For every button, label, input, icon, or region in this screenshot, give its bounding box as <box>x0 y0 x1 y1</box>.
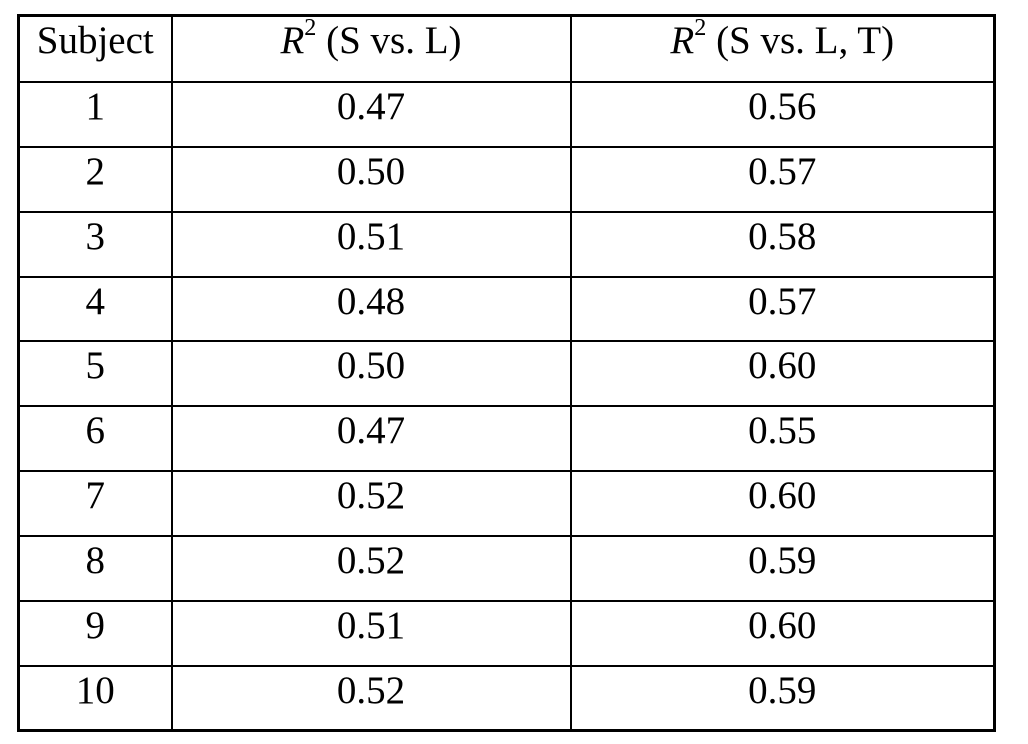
math-variable-r: R <box>670 19 695 62</box>
subject-cell: 8 <box>17 534 173 602</box>
subject-cell: 9 <box>17 599 173 667</box>
subject-cell: 4 <box>17 275 173 343</box>
table-row: 5 0.50 0.60 <box>17 340 996 408</box>
subject-cell: 5 <box>17 340 173 408</box>
subject-cell: 3 <box>17 210 173 278</box>
table-header-row: Subject R2 (S vs. L) R2 (S vs. L, T) <box>17 14 996 83</box>
r2-s-l-cell: 0.47 <box>170 405 572 473</box>
r2-s-l-t-cell: 0.60 <box>569 340 996 408</box>
column-header-r2-s-vs-l-text: (S vs. L) <box>316 19 462 62</box>
r2-s-l-cell: 0.50 <box>170 145 572 213</box>
r2-s-l-t-cell: 0.59 <box>569 534 996 602</box>
math-variable-r: R <box>280 19 305 62</box>
r2-s-l-t-cell: 0.58 <box>569 210 996 278</box>
r2-s-l-cell: 0.52 <box>170 534 572 602</box>
r2-s-l-cell: 0.52 <box>170 664 572 732</box>
table-row: 6 0.47 0.55 <box>17 405 996 473</box>
r2-s-l-cell: 0.50 <box>170 340 572 408</box>
column-header-r2-s-vs-l-t-text: (S vs. L, T) <box>706 19 895 62</box>
subject-cell: 1 <box>17 81 173 148</box>
table-row: 10 0.52 0.59 <box>17 664 996 732</box>
r-squared-results-table: Subject R2 (S vs. L) R2 (S vs. L, T) 1 0… <box>17 14 996 733</box>
table-row: 8 0.52 0.59 <box>17 534 996 602</box>
table-row: 9 0.51 0.60 <box>17 599 996 667</box>
r2-s-l-t-cell: 0.56 <box>569 81 996 148</box>
math-superscript-2: 2 <box>304 15 317 41</box>
r2-s-l-t-cell: 0.60 <box>569 470 996 537</box>
column-header-subject: Subject <box>17 14 173 83</box>
r2-s-l-cell: 0.48 <box>170 275 572 343</box>
r2-s-l-t-cell: 0.57 <box>569 145 996 213</box>
math-superscript-2: 2 <box>694 15 707 41</box>
table-row: 7 0.52 0.60 <box>17 470 996 537</box>
r2-s-l-cell: 0.47 <box>170 81 572 148</box>
table-row: 1 0.47 0.56 <box>17 81 996 148</box>
r2-s-l-t-cell: 0.60 <box>569 599 996 667</box>
table-row: 3 0.51 0.58 <box>17 210 996 278</box>
r2-s-l-cell: 0.51 <box>170 599 572 667</box>
column-header-r2-s-vs-l: R2 (S vs. L) <box>170 14 572 83</box>
subject-cell: 2 <box>17 145 173 213</box>
r2-s-l-cell: 0.52 <box>170 470 572 537</box>
subject-cell: 7 <box>17 470 173 537</box>
subject-cell: 6 <box>17 405 173 473</box>
r2-s-l-cell: 0.51 <box>170 210 572 278</box>
table-row: 4 0.48 0.57 <box>17 275 996 343</box>
r2-s-l-t-cell: 0.55 <box>569 405 996 473</box>
r2-s-l-t-cell: 0.59 <box>569 664 996 732</box>
table-row: 2 0.50 0.57 <box>17 145 996 213</box>
r2-s-l-t-cell: 0.57 <box>569 275 996 343</box>
column-header-r2-s-vs-l-t: R2 (S vs. L, T) <box>569 14 996 83</box>
subject-cell: 10 <box>17 664 173 732</box>
